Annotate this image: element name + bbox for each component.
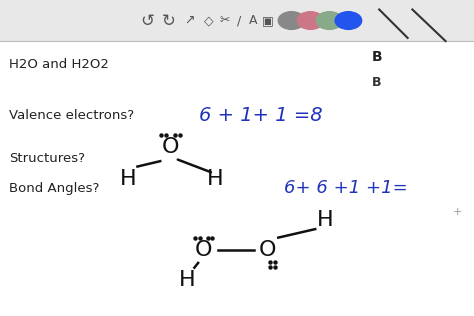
Text: Bond Angles?: Bond Angles? xyxy=(9,181,100,195)
Text: H: H xyxy=(119,168,137,189)
Text: B: B xyxy=(372,50,382,64)
Text: H: H xyxy=(207,168,224,189)
Text: H: H xyxy=(316,210,333,230)
Circle shape xyxy=(297,12,324,29)
Text: H2O and H2O2: H2O and H2O2 xyxy=(9,58,109,71)
Text: ↻: ↻ xyxy=(161,12,175,29)
Text: B: B xyxy=(372,76,382,89)
Text: H: H xyxy=(179,270,196,290)
Text: /: / xyxy=(237,14,241,27)
Text: ↺: ↺ xyxy=(140,12,154,29)
Text: ↗: ↗ xyxy=(184,14,195,27)
Text: ▣: ▣ xyxy=(262,14,273,27)
Text: Valence electrons?: Valence electrons? xyxy=(9,109,135,122)
Circle shape xyxy=(278,12,305,29)
Text: ✂: ✂ xyxy=(220,14,230,27)
Text: 6 + 1+ 1 =8: 6 + 1+ 1 =8 xyxy=(199,106,323,125)
FancyBboxPatch shape xyxy=(0,0,474,41)
Text: A: A xyxy=(249,14,258,27)
Circle shape xyxy=(335,12,362,29)
Circle shape xyxy=(316,12,343,29)
Text: ◇: ◇ xyxy=(204,14,213,27)
Text: O: O xyxy=(195,240,212,260)
Text: O: O xyxy=(259,240,276,260)
Text: O: O xyxy=(162,137,179,157)
Text: 6+ 6 +1 +1=: 6+ 6 +1 +1= xyxy=(284,179,408,197)
Text: Structures?: Structures? xyxy=(9,151,85,165)
Text: +: + xyxy=(453,207,462,217)
